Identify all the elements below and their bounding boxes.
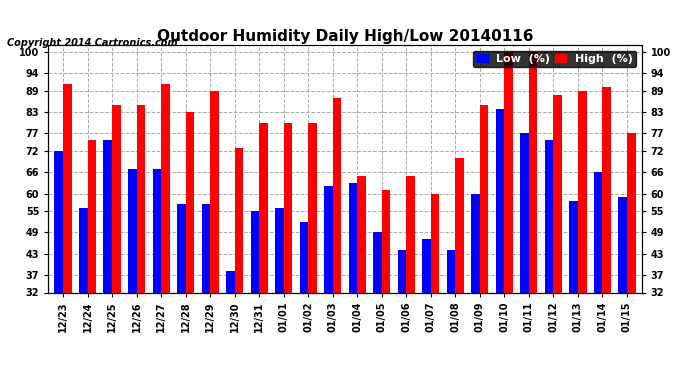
Legend: Low  (%), High  (%): Low (%), High (%) bbox=[473, 51, 636, 68]
Bar bbox=[480, 105, 489, 292]
Bar bbox=[112, 105, 121, 292]
Bar bbox=[79, 208, 88, 292]
Bar bbox=[88, 141, 96, 292]
Bar bbox=[104, 141, 112, 292]
Bar bbox=[529, 52, 538, 292]
Bar bbox=[569, 201, 578, 292]
Bar bbox=[382, 190, 391, 292]
Bar bbox=[471, 194, 480, 292]
Bar bbox=[422, 240, 431, 292]
Bar bbox=[618, 197, 627, 292]
Bar bbox=[553, 94, 562, 292]
Bar bbox=[545, 141, 553, 292]
Bar bbox=[250, 211, 259, 292]
Bar bbox=[284, 123, 293, 292]
Bar bbox=[137, 105, 145, 292]
Bar bbox=[406, 176, 415, 292]
Bar bbox=[627, 134, 635, 292]
Bar bbox=[299, 222, 308, 292]
Bar bbox=[259, 123, 268, 292]
Bar bbox=[128, 169, 137, 292]
Bar bbox=[226, 271, 235, 292]
Bar bbox=[431, 194, 440, 292]
Title: Outdoor Humidity Daily High/Low 20140116: Outdoor Humidity Daily High/Low 20140116 bbox=[157, 29, 533, 44]
Bar bbox=[578, 91, 586, 292]
Bar bbox=[161, 84, 170, 292]
Bar bbox=[446, 250, 455, 292]
Bar bbox=[177, 204, 186, 292]
Text: Copyright 2014 Cartronics.com: Copyright 2014 Cartronics.com bbox=[7, 38, 177, 48]
Bar bbox=[152, 169, 161, 292]
Bar bbox=[235, 147, 244, 292]
Bar bbox=[504, 52, 513, 292]
Bar bbox=[373, 232, 382, 292]
Bar bbox=[186, 112, 194, 292]
Bar bbox=[63, 84, 72, 292]
Bar bbox=[357, 176, 366, 292]
Bar bbox=[348, 183, 357, 292]
Bar bbox=[333, 98, 342, 292]
Bar bbox=[397, 250, 406, 292]
Bar bbox=[201, 204, 210, 292]
Bar bbox=[275, 208, 284, 292]
Bar bbox=[594, 172, 602, 292]
Bar bbox=[324, 186, 333, 292]
Bar bbox=[602, 87, 611, 292]
Bar bbox=[455, 158, 464, 292]
Bar bbox=[55, 151, 63, 292]
Bar bbox=[496, 109, 504, 292]
Bar bbox=[210, 91, 219, 292]
Bar bbox=[520, 134, 529, 292]
Bar bbox=[308, 123, 317, 292]
